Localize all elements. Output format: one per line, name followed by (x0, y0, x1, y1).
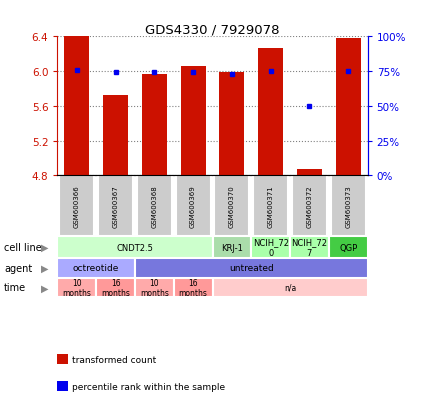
Text: octreotide: octreotide (73, 263, 119, 273)
Text: NCIH_72
0: NCIH_72 0 (253, 238, 289, 257)
FancyBboxPatch shape (253, 176, 288, 237)
FancyBboxPatch shape (292, 176, 327, 237)
Text: transformed count: transformed count (72, 355, 156, 364)
Title: GDS4330 / 7929078: GDS4330 / 7929078 (145, 23, 280, 36)
Text: GSM600372: GSM600372 (306, 185, 312, 228)
FancyBboxPatch shape (251, 237, 290, 259)
Text: agent: agent (4, 263, 32, 273)
Text: NCIH_72
7: NCIH_72 7 (292, 238, 327, 257)
FancyBboxPatch shape (331, 176, 366, 237)
FancyBboxPatch shape (98, 176, 133, 237)
FancyBboxPatch shape (60, 176, 94, 237)
Bar (219, 73, 244, 176)
FancyBboxPatch shape (212, 237, 251, 259)
FancyBboxPatch shape (57, 278, 96, 297)
FancyBboxPatch shape (329, 237, 368, 259)
Bar (181, 66, 206, 176)
Text: ▶: ▶ (41, 263, 48, 273)
Text: GSM600367: GSM600367 (113, 185, 119, 228)
FancyBboxPatch shape (174, 278, 212, 297)
FancyBboxPatch shape (212, 278, 368, 297)
Text: GSM600368: GSM600368 (151, 185, 157, 228)
Text: percentile rank within the sample: percentile rank within the sample (72, 382, 225, 391)
Text: untreated: untreated (229, 263, 274, 273)
FancyBboxPatch shape (135, 259, 368, 278)
Bar (336, 39, 361, 176)
Text: 16
months: 16 months (101, 278, 130, 297)
FancyBboxPatch shape (290, 237, 329, 259)
FancyBboxPatch shape (215, 176, 249, 237)
Text: CNDT2.5: CNDT2.5 (116, 243, 153, 252)
Text: 10
months: 10 months (140, 278, 169, 297)
FancyBboxPatch shape (135, 278, 174, 297)
FancyBboxPatch shape (96, 278, 135, 297)
Text: 16
months: 16 months (178, 278, 207, 297)
FancyBboxPatch shape (57, 259, 135, 278)
Bar (64, 37, 89, 176)
Bar (142, 74, 167, 176)
Text: cell line: cell line (4, 242, 42, 252)
FancyBboxPatch shape (176, 176, 210, 237)
Text: GSM600373: GSM600373 (345, 185, 351, 228)
Text: QGP: QGP (339, 243, 357, 252)
Text: GSM600369: GSM600369 (190, 185, 196, 228)
FancyBboxPatch shape (137, 176, 172, 237)
Text: time: time (4, 282, 26, 292)
Text: KRJ-1: KRJ-1 (221, 243, 243, 252)
Text: GSM600366: GSM600366 (74, 185, 80, 228)
Text: n/a: n/a (284, 283, 296, 292)
Bar (258, 48, 283, 176)
Text: GSM600371: GSM600371 (268, 185, 274, 228)
Bar (103, 96, 128, 176)
FancyBboxPatch shape (57, 237, 212, 259)
Text: 10
months: 10 months (62, 278, 91, 297)
Text: ▶: ▶ (41, 242, 48, 252)
Text: ▶: ▶ (41, 282, 48, 292)
Bar (297, 170, 322, 176)
Text: GSM600370: GSM600370 (229, 185, 235, 228)
